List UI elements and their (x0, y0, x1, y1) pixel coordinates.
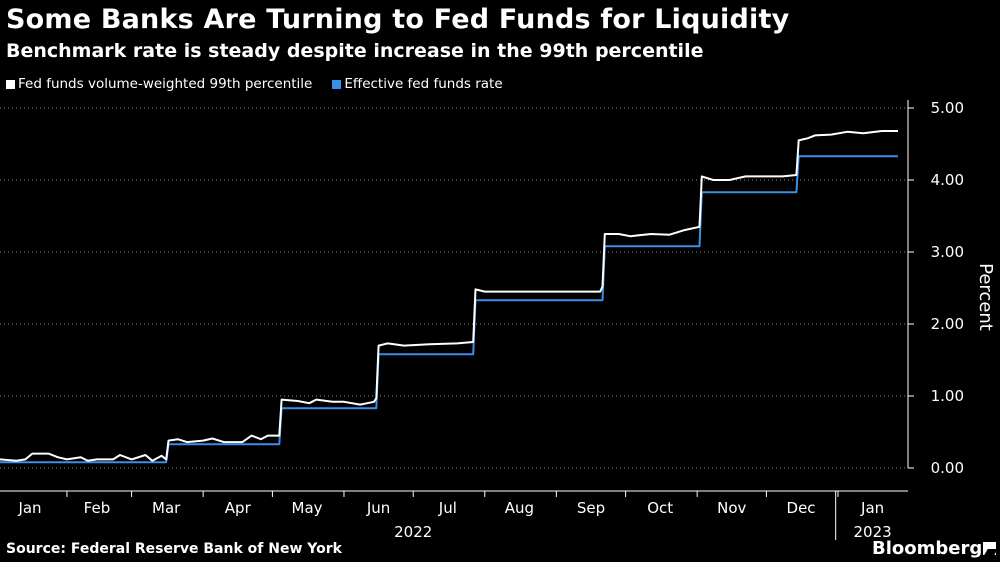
x-tick-label: Jan (17, 499, 41, 517)
x-tick-label: Apr (225, 499, 252, 517)
y-tick-label: 4.00 (931, 171, 964, 189)
legend-label-effr: Effective fed funds rate (344, 76, 503, 92)
x-tick-label: Feb (84, 499, 111, 517)
bloomberg-logo: Bloomberg (872, 538, 983, 559)
series-line-effective-fed-funds (0, 155, 898, 464)
x-tick-label: Mar (152, 499, 181, 517)
y-tick-label: 3.00 (931, 243, 964, 261)
legend: Fed funds volume-weighted 99th percentil… (6, 76, 503, 92)
x-tick-label: May (292, 499, 323, 517)
source-note: Source: Federal Reserve Bank of New York (6, 541, 342, 557)
axes: 0.00 1.00 2.00 3.00 4.00 5.00 Percent Jan Feb Mar… (0, 99, 996, 541)
x-tick-label: Aug (505, 499, 534, 517)
legend-item-99th: Fed funds volume-weighted 99th percentil… (6, 76, 312, 92)
grid-lines (0, 107, 908, 469)
x-tick-label: Oct (647, 499, 673, 517)
x-tick-label: Nov (717, 499, 746, 517)
y-axis-label: Percent (975, 263, 996, 331)
x-year-label: 2022 (394, 523, 432, 541)
chart-subtitle: Benchmark rate is steady despite increas… (6, 40, 704, 62)
y-tick-label: 0.00 (931, 459, 964, 477)
legend-swatch-effr (332, 79, 342, 89)
chart-title: Some Banks Are Turning to Fed Funds for … (6, 4, 790, 35)
series-lines (0, 130, 898, 464)
x-tick-label: Dec (787, 499, 816, 517)
y-tick-label: 5.00 (931, 99, 964, 117)
x-tick-label: Jul (438, 499, 457, 517)
series-line-99th-percentile (0, 130, 898, 462)
bloomberg-mark-icon (983, 542, 996, 555)
legend-swatch-99th (6, 79, 15, 89)
y-tick-label: 1.00 (931, 387, 964, 405)
x-tick-label: Jan (860, 499, 884, 517)
x-tick-label: Jun (366, 499, 390, 517)
legend-item-effr: Effective fed funds rate (332, 76, 503, 92)
x-tick-label: Sep (577, 499, 605, 517)
y-tick-label: 2.00 (931, 315, 964, 333)
legend-label-99th: Fed funds volume-weighted 99th percentil… (18, 76, 313, 92)
x-year-label: 2023 (854, 523, 892, 541)
